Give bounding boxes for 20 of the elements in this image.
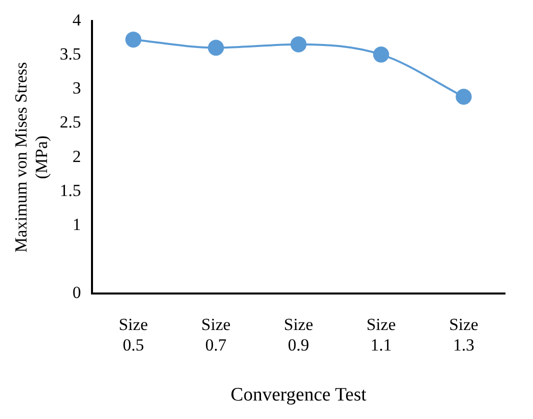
y-tick-label: 0 [72,282,82,302]
point [208,40,224,56]
x-tick-label: Size 1.3 [449,315,478,354]
point [290,36,307,52]
y-tick-label: 2.5 [60,112,82,132]
x-tick-label: Size 0.9 [284,315,314,354]
y-tick-label: 3 [72,78,82,98]
point [125,32,142,48]
x-axis-title: Convergence Test [230,384,368,406]
y-tick-label: 4 [72,10,82,30]
y-tick-label: 1 [72,214,82,234]
point [373,46,390,63]
point [456,88,472,105]
x-tick-label: Size 0.7 [201,315,231,354]
x-tick-label: Size 0.5 [118,315,148,354]
y-tick-label: 3.5 [60,44,82,64]
y-tick-label: 2 [72,146,82,166]
y-axis-title: Maximum von Mises Stress (MPa) [12,62,52,252]
x-tick-label: Size 1.1 [366,315,396,354]
y-tick-label: 1.5 [60,180,82,200]
